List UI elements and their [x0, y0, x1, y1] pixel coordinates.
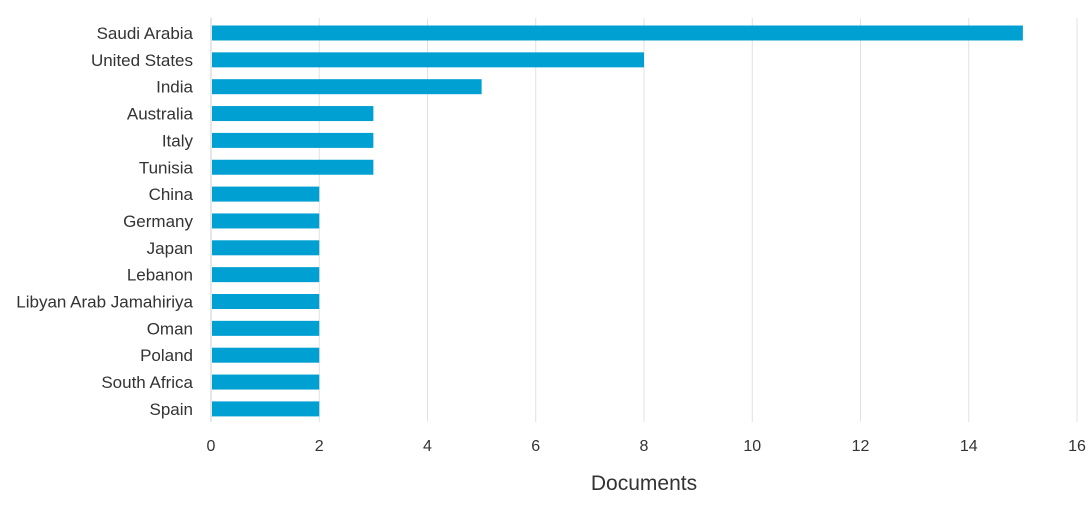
category-label: Tunisia — [139, 158, 194, 177]
category-label: Poland — [140, 346, 193, 365]
category-label: Japan — [147, 239, 193, 258]
bar — [212, 132, 374, 148]
category-label: Australia — [127, 105, 194, 124]
category-label: Italy — [162, 131, 194, 150]
category-label: South Africa — [101, 373, 193, 392]
category-label: Libyan Arab Jamahiriya — [16, 293, 193, 312]
bars — [212, 25, 1023, 417]
bar — [212, 240, 320, 256]
category-label: Germany — [123, 212, 193, 231]
bar — [212, 320, 320, 336]
category-labels: Saudi Arabia United States India Australia I… — [16, 24, 193, 419]
x-tick-label: 6 — [531, 438, 540, 455]
bar — [212, 374, 320, 390]
x-tick-labels: 0 2 4 6 8 10 12 14 16 — [207, 438, 1086, 455]
bar — [212, 106, 374, 122]
bar — [212, 159, 374, 175]
bar — [212, 401, 320, 417]
category-label: Oman — [147, 319, 193, 338]
bar — [212, 186, 320, 202]
x-tick-label: 4 — [423, 438, 432, 455]
bar — [212, 347, 320, 363]
bar — [212, 52, 644, 68]
x-tick-label: 0 — [207, 438, 216, 455]
bar — [212, 294, 320, 309]
category-label: United States — [91, 51, 193, 70]
x-axis-title: Documents — [591, 472, 697, 495]
x-tick-label: 14 — [960, 438, 978, 455]
bar — [212, 25, 1023, 41]
x-tick-label: 12 — [852, 438, 870, 455]
category-label: India — [156, 78, 193, 97]
category-label: Lebanon — [127, 266, 193, 285]
bar — [212, 267, 320, 283]
x-tick-label: 10 — [743, 438, 761, 455]
category-label: China — [149, 185, 194, 204]
x-tick-label: 16 — [1068, 438, 1086, 455]
gridlines — [210, 18, 1078, 422]
category-label: Spain — [150, 400, 193, 419]
x-tick-label: 8 — [640, 438, 649, 455]
x-tick-label: 2 — [315, 438, 324, 455]
bar — [212, 213, 320, 229]
category-label: Saudi Arabia — [97, 24, 194, 43]
bar — [212, 79, 482, 95]
